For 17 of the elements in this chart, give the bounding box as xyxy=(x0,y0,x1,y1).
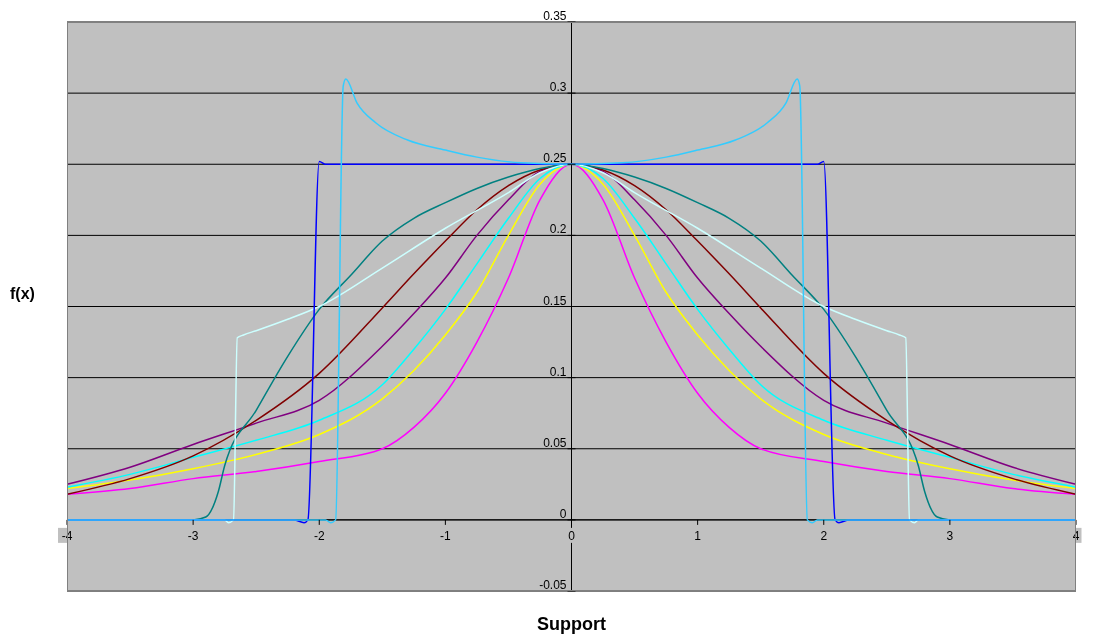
y-tick-label: 0.35 xyxy=(543,9,567,23)
x-tick-label: 1 xyxy=(694,528,702,543)
y-tick-label: 0.1 xyxy=(549,364,567,379)
x-tick-label: -3 xyxy=(187,528,199,543)
x-tick-label: -1 xyxy=(440,528,452,543)
y-tick-label: 0 xyxy=(559,506,567,521)
y-tick-label: 0.2 xyxy=(549,222,567,237)
x-tick-label: 3 xyxy=(946,528,954,543)
x-tick-label: -2 xyxy=(313,528,325,543)
x-tick-label: 2 xyxy=(820,528,828,543)
x-axis-title: Support xyxy=(536,614,607,635)
y-tick-label: 0.05 xyxy=(543,435,567,450)
y-axis-title: f(x) xyxy=(10,284,35,303)
y-tick-label: 0.25 xyxy=(543,151,567,166)
y-tick-label: 0.15 xyxy=(543,293,567,308)
y-tick-label: 0.3 xyxy=(549,80,567,95)
y-tick-label: -0.05 xyxy=(539,578,567,592)
